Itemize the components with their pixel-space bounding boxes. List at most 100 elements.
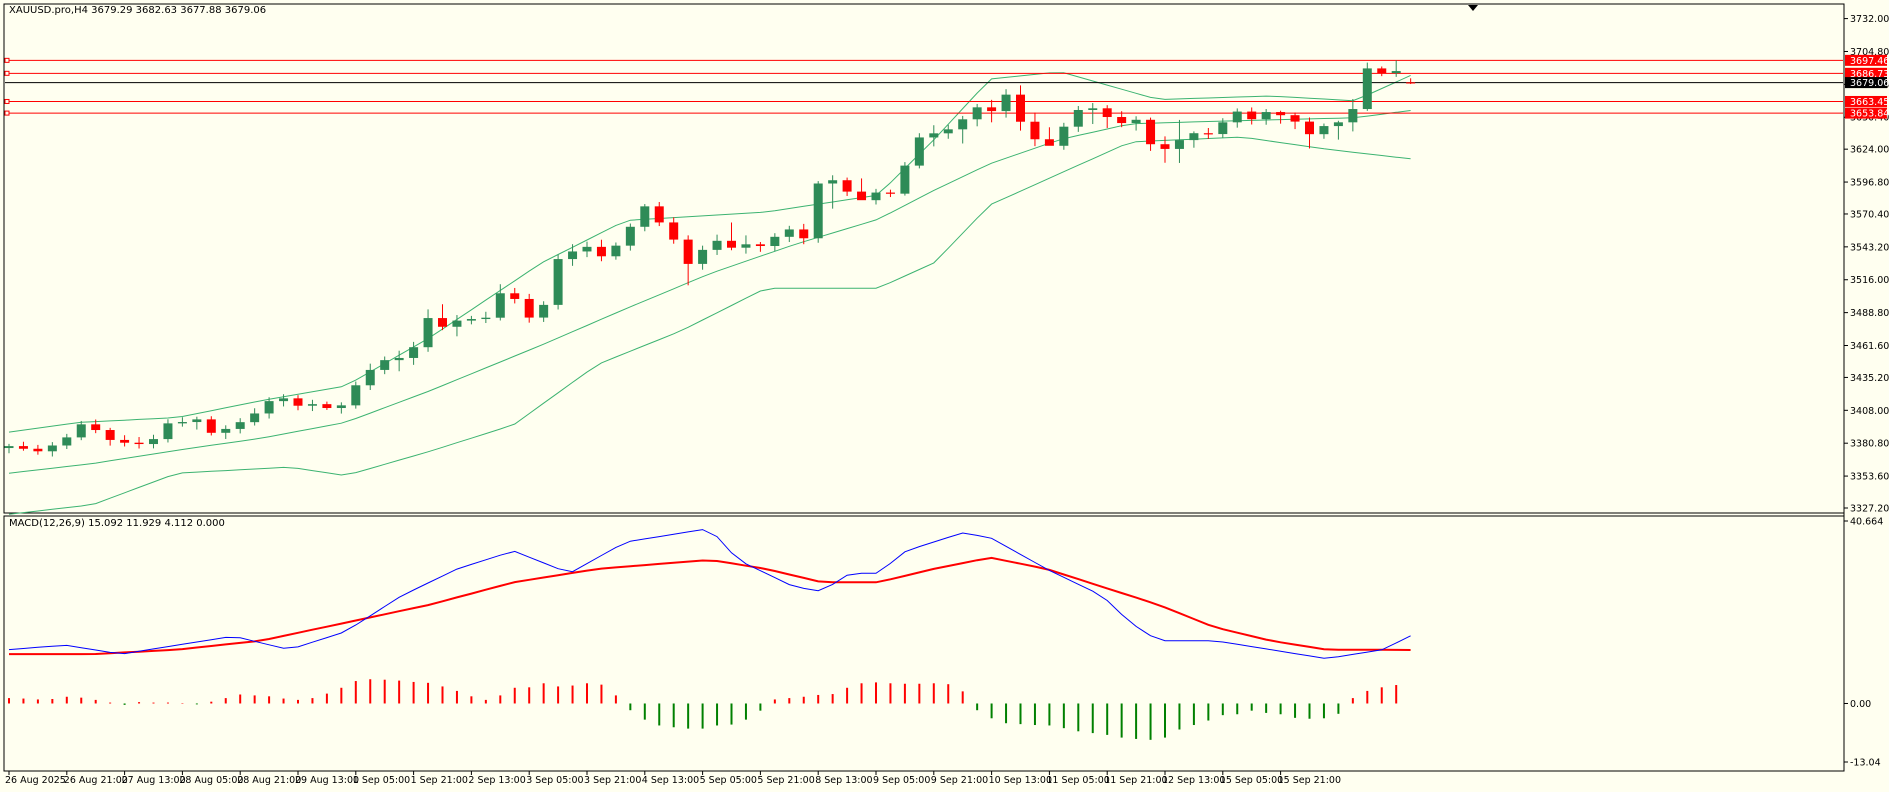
candle-body [279,398,289,402]
time-tick-label: 15 Sep 05:00 [1220,775,1283,786]
candle-body [784,229,794,237]
candle-body [336,405,346,409]
candle-body [495,293,505,318]
candle-body [322,404,332,409]
time-tick-label: 28 Aug 05:00 [179,775,243,786]
candle-body [1333,122,1343,127]
candle-body [813,183,823,239]
price-tick-label: 3488.80 [1850,308,1889,319]
candle-body [1276,112,1286,116]
candle-body [1073,109,1083,127]
macd-main-line [8,529,1411,659]
price-tick-label: 3704.80 [1850,47,1889,58]
candle-body [1088,108,1098,110]
time-tick-label: 9 Sep 21:00 [931,775,988,786]
candle-body [307,404,317,406]
candle-body [192,419,202,423]
macd-tick-label: 0.00 [1850,699,1871,710]
candle-body [206,419,216,433]
time-tick-label: 9 Sep 05:00 [873,775,930,786]
time-tick-label: 4 Sep 13:00 [642,775,699,786]
price-tag-label: 3679.06 [1850,78,1889,89]
candle-body [524,298,534,318]
candle-body [1146,119,1156,145]
candle-body [727,240,736,248]
candle-body [885,192,895,194]
candle-body [1203,133,1213,135]
candle-body [264,401,274,414]
candle-body [409,347,419,358]
candle-body [1044,139,1054,146]
candle-body [683,239,693,264]
candle-body [1102,108,1112,118]
candle-body [596,246,606,257]
candle-body [669,222,679,240]
candle-body [1391,71,1401,74]
bollinger-bands [8,72,1411,515]
price-tag [1845,77,1887,89]
horizontal-lines[interactable] [4,57,1843,116]
time-tick-label: 28 Aug 21:00 [237,775,301,786]
candle-body [654,206,664,223]
time-tick-label: 27 Aug 13:00 [122,775,186,786]
time-tick-label: 11 Sep 21:00 [1104,775,1167,786]
macd-indicator [8,529,1411,740]
candle-body [828,180,838,184]
candle-body [1290,115,1300,122]
price-tick-label: 3596.80 [1850,178,1889,189]
price-tag-label: 3686.73 [1850,69,1889,80]
candle-body [149,439,158,445]
candle-body [1189,133,1199,141]
macd-info-label: MACD(12,26,9) 15.092 11.929 4.112 0.000 [9,518,225,529]
price-tick-label: 3624.00 [1850,145,1889,156]
candle-body [929,133,939,138]
candle-body [1305,121,1314,135]
candle-body [235,422,245,429]
candle-body [611,245,621,257]
candle-body [1001,94,1011,112]
candle-body [1247,111,1257,120]
candle-body [351,385,361,406]
candle-body [712,240,722,250]
time-tick-label: 5 Sep 21:00 [757,775,814,786]
candle-body [1348,109,1358,123]
macd-tick-label: 40.664 [1850,517,1883,528]
time-tick-label: 10 Sep 13:00 [989,775,1052,786]
price-tag-label: 3697.46 [1850,56,1889,67]
candle-body [1059,126,1069,146]
candle-body [18,446,28,449]
candle-body [1261,112,1271,120]
candle-body [539,304,549,318]
candle-body [900,165,910,194]
candle-body [582,246,592,252]
candle-body [510,293,520,299]
candle-body [698,249,708,264]
candle-body [1406,82,1416,84]
candle-body [91,424,101,431]
line-anchor-handle [4,70,10,76]
candle-body [1160,144,1170,149]
candle-body [293,398,303,406]
candle-body [163,423,173,440]
candle-body [958,119,968,130]
candle-body [33,448,43,452]
time-tick-label: 1 Sep 05:00 [353,775,410,786]
time-tick-label: 26 Aug 2025 [5,775,66,786]
candle-body [1218,122,1228,135]
chart-shift-marker-icon[interactable] [1468,5,1478,11]
candle-body [105,430,115,440]
candle-body [871,192,881,201]
price-tag [1845,107,1887,119]
price-tick-label: 3732.00 [1850,14,1889,25]
price-tag [1845,67,1887,79]
candle-body [452,320,462,327]
candle-body [365,369,375,386]
time-tick-label: 1 Sep 21:00 [411,775,468,786]
candle-body [221,428,231,433]
candle-body [640,206,650,227]
price-tick-label: 3408.00 [1850,406,1889,417]
